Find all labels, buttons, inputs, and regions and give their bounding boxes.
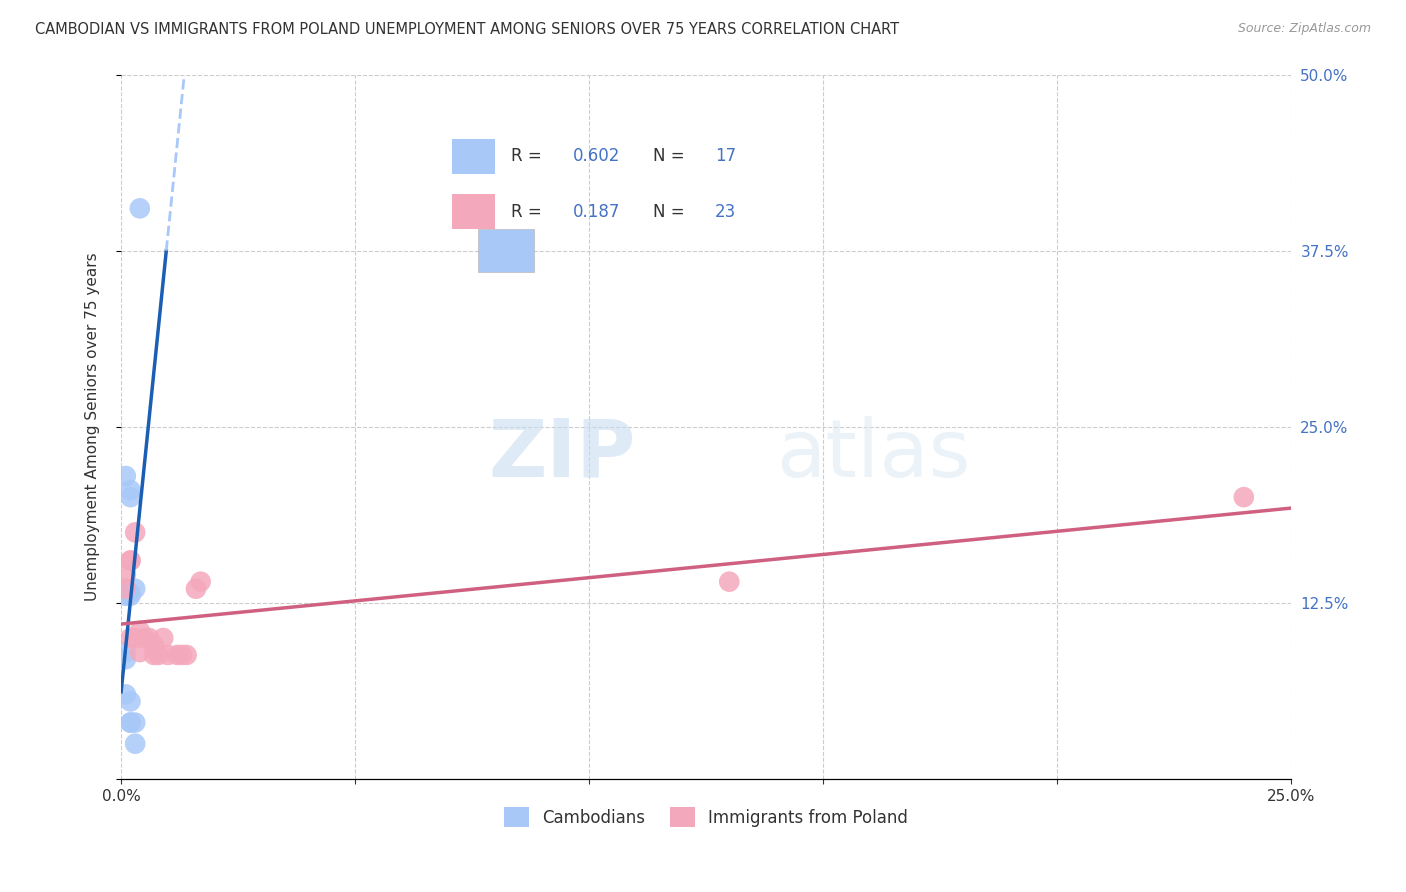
Text: N =: N = [654, 147, 690, 165]
Point [114, 469, 136, 483]
Point [124, 715, 146, 730]
Point [142, 638, 165, 652]
Text: R =: R = [510, 202, 547, 221]
Point [124, 582, 146, 596]
Point [124, 737, 146, 751]
Point [120, 694, 142, 708]
Point [120, 553, 142, 567]
Point [176, 648, 198, 662]
Point [156, 648, 179, 662]
Point [120, 483, 142, 497]
Point [120, 715, 142, 730]
Point [152, 631, 174, 645]
Point [114, 687, 136, 701]
Text: ZIP: ZIP [488, 416, 636, 494]
Point [120, 553, 142, 567]
Point [120, 631, 142, 645]
Point [184, 582, 207, 596]
Point [120, 490, 142, 504]
Text: 0.187: 0.187 [572, 202, 620, 221]
Text: CAMBODIAN VS IMMIGRANTS FROM POLAND UNEMPLOYMENT AMONG SENIORS OVER 75 YEARS COR: CAMBODIAN VS IMMIGRANTS FROM POLAND UNEM… [35, 22, 900, 37]
Point [1233, 490, 1256, 504]
Legend: Cambodians, Immigrants from Poland: Cambodians, Immigrants from Poland [496, 800, 915, 834]
Point [128, 624, 150, 638]
Point [120, 589, 142, 603]
Point [142, 648, 165, 662]
Point [134, 631, 156, 645]
Point [124, 631, 146, 645]
Point [120, 586, 142, 600]
Point [114, 589, 136, 603]
Point [114, 582, 136, 596]
Point [114, 582, 136, 596]
Point [128, 645, 150, 659]
Point [114, 652, 136, 666]
Text: Source: ZipAtlas.com: Source: ZipAtlas.com [1237, 22, 1371, 36]
Point [148, 648, 170, 662]
Point [166, 648, 188, 662]
Point [114, 645, 136, 659]
Point [128, 202, 150, 216]
Point [190, 574, 212, 589]
Y-axis label: Unemployment Among Seniors over 75 years: Unemployment Among Seniors over 75 years [86, 252, 100, 601]
Text: 23: 23 [716, 202, 737, 221]
Point [114, 567, 136, 582]
Text: atlas: atlas [776, 416, 970, 494]
Text: R =: R = [510, 147, 547, 165]
Text: N =: N = [654, 202, 690, 221]
Point [718, 574, 741, 589]
Text: 17: 17 [716, 147, 737, 165]
FancyBboxPatch shape [478, 229, 534, 272]
Point [170, 648, 193, 662]
Text: 0.602: 0.602 [572, 147, 620, 165]
Point [124, 525, 146, 540]
FancyBboxPatch shape [453, 194, 495, 229]
FancyBboxPatch shape [453, 139, 495, 174]
Point [120, 715, 142, 730]
Point [138, 631, 160, 645]
